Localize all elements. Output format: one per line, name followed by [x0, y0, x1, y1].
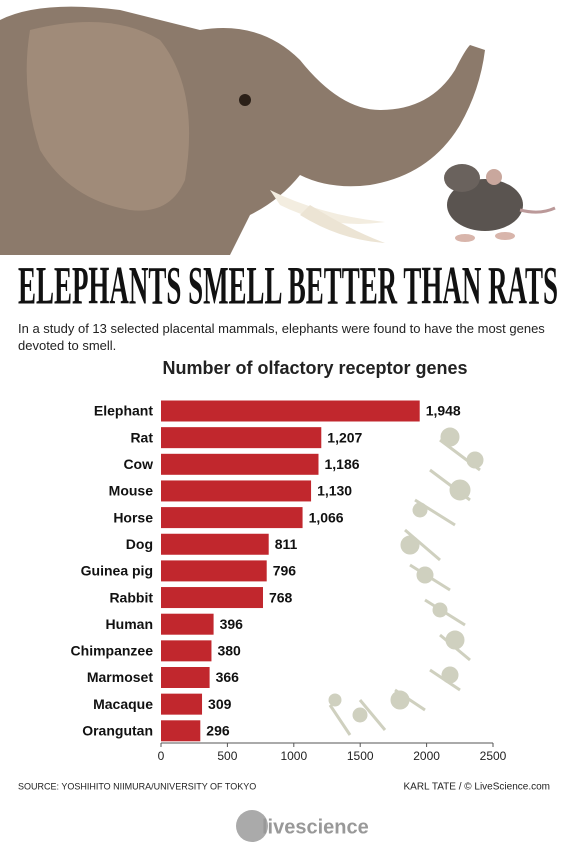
bar — [161, 640, 212, 662]
bar — [161, 587, 263, 609]
category-label: Guinea pig — [81, 563, 153, 579]
category-label: Marmoset — [87, 669, 153, 685]
value-label: 366 — [216, 669, 240, 685]
headline: ELEPHANTS SMELL BETTER THAN RATS — [18, 255, 558, 315]
category-label: Rabbit — [109, 589, 153, 605]
category-label: Human — [106, 616, 153, 632]
value-label: 1,186 — [325, 456, 360, 472]
value-label: 1,207 — [327, 429, 362, 445]
value-label: 1,130 — [317, 483, 352, 499]
bar — [161, 453, 319, 475]
value-label: 296 — [206, 723, 230, 739]
bar — [161, 480, 312, 502]
value-label: 396 — [220, 616, 244, 632]
dna-decoration — [328, 427, 484, 736]
bar — [161, 693, 203, 715]
value-label: 811 — [275, 536, 298, 552]
category-label: Horse — [113, 509, 153, 525]
bar — [161, 533, 269, 555]
source: SOURCE: YOSHIHITO NIIMURA/UNIVERSITY OF … — [18, 781, 256, 791]
category-label: Rat — [130, 429, 153, 445]
value-label: 796 — [273, 563, 297, 579]
x-tick-label: 2000 — [413, 749, 440, 763]
value-label: 1,066 — [309, 509, 344, 525]
category-label: Elephant — [94, 403, 153, 419]
bar — [161, 427, 322, 449]
x-tick-label: 1000 — [280, 749, 307, 763]
category-label: Cow — [123, 456, 153, 472]
bar — [161, 507, 303, 529]
category-label: Mouse — [109, 483, 154, 499]
rat-illustration — [444, 164, 556, 242]
bar — [161, 400, 420, 422]
elephant-illustration — [0, 6, 485, 255]
intro: In a study of 13 selected placental mamm… — [18, 321, 545, 353]
category-label: Dog — [126, 536, 153, 552]
x-tick-label: 500 — [217, 749, 237, 763]
logo-splat — [236, 810, 268, 842]
value-label: 309 — [208, 696, 232, 712]
bar — [161, 720, 201, 742]
category-label: Macaque — [93, 696, 153, 712]
x-tick-label: 1500 — [347, 749, 374, 763]
x-tick-label: 2500 — [480, 749, 507, 763]
value-label: 380 — [217, 643, 241, 659]
bar — [161, 560, 267, 582]
logo: livescience — [262, 816, 369, 838]
credit: KARL TATE / © LiveScience.com — [404, 782, 551, 793]
value-label: 1,948 — [426, 403, 461, 419]
x-tick-label: 0 — [158, 749, 165, 763]
category-label: Orangutan — [82, 723, 153, 739]
chart-title: Number of olfactory receptor genes — [162, 358, 467, 378]
category-label: Chimpanzee — [71, 643, 154, 659]
bar — [161, 667, 210, 688]
value-label: 768 — [269, 589, 293, 605]
bar — [161, 613, 214, 635]
